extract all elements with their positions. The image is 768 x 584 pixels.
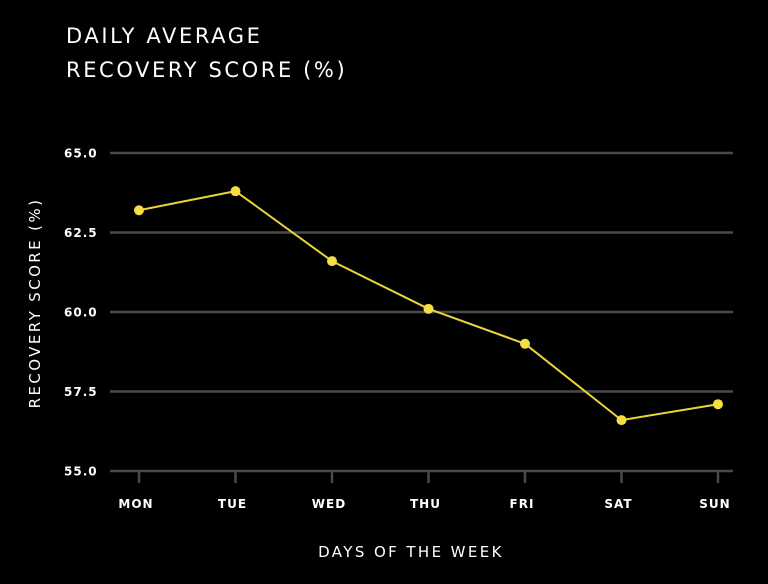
grid-lines (110, 151, 733, 473)
y-tick-labels: 65.0 62.5 60.0 57.5 55.0 (64, 147, 98, 479)
chart-title-line-1: DAILY AVERAGE (66, 24, 263, 48)
data-point (423, 303, 434, 314)
data-point (134, 205, 144, 216)
x-tick-label: FRI (510, 497, 535, 511)
x-tick-label: SUN (699, 497, 730, 511)
y-tick-label: 55.0 (64, 465, 98, 479)
x-tick-label: TUE (218, 497, 247, 511)
x-tick-marks (137, 471, 720, 483)
x-tick-label: SAT (604, 497, 632, 511)
x-tick-label: MON (118, 497, 153, 511)
data-points (134, 186, 723, 426)
data-point (616, 415, 627, 426)
y-tick-label: 65.0 (64, 147, 98, 161)
x-tick-label: THU (410, 497, 441, 511)
data-point (327, 256, 337, 267)
x-axis-title: DAYS OF THE WEEK (318, 543, 504, 561)
y-tick-label: 62.5 (64, 226, 98, 240)
y-tick-label: 57.5 (64, 385, 98, 399)
data-point (713, 399, 723, 410)
x-tick-labels: MON TUE WED THU FRI SAT SUN (118, 497, 730, 511)
chart-title-line-2: RECOVERY SCORE (%) (66, 58, 348, 82)
data-point (230, 186, 241, 197)
x-tick-label: WED (312, 497, 346, 511)
data-point (520, 338, 530, 349)
y-tick-label: 60.0 (64, 306, 98, 320)
y-axis-title: RECOVERY SCORE (%) (26, 198, 44, 409)
